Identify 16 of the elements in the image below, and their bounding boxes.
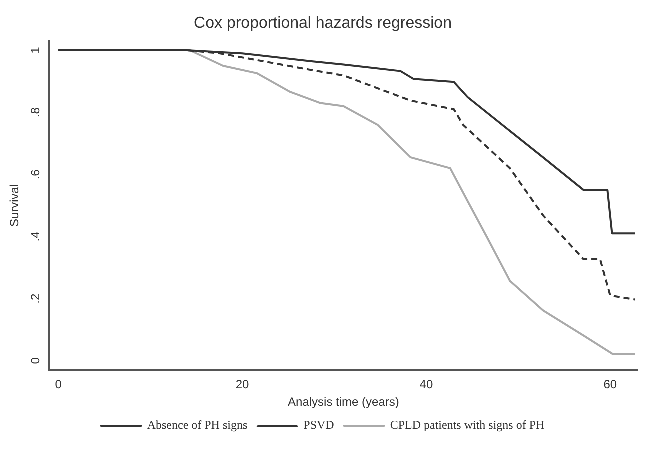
legend-label: PSVD xyxy=(304,418,335,432)
x-tick-label: 60 xyxy=(604,378,618,392)
chart-title: Cox proportional hazards regression xyxy=(194,15,452,32)
y-tick-label: .4 xyxy=(28,231,43,242)
legend-label: Absence of PH signs xyxy=(147,418,248,432)
y-tick-label: 1 xyxy=(28,46,43,54)
y-axis-title: Survival xyxy=(8,184,22,228)
x-tick-label: 20 xyxy=(236,378,250,392)
x-tick-label: 0 xyxy=(55,378,62,392)
y-tick-label: 0 xyxy=(28,357,43,364)
legend-label: CPLD patients with signs of PH xyxy=(390,418,546,432)
x-axis-title: Analysis time (years) xyxy=(288,395,400,410)
y-tick-label: .8 xyxy=(28,107,43,118)
y-tick-label: .2 xyxy=(28,293,43,304)
y-tick-label: .6 xyxy=(28,169,43,180)
x-tick-label: 40 xyxy=(420,378,434,392)
